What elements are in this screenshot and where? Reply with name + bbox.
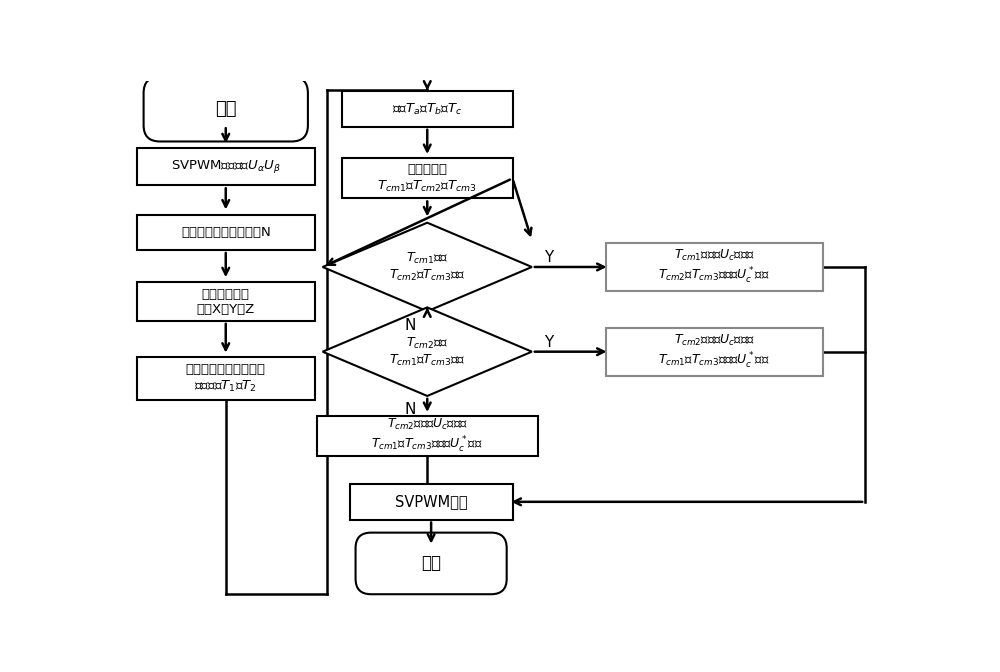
Text: SVPWM生成: SVPWM生成 xyxy=(395,495,467,509)
Text: $\mathit{T_{cm1}}$介于
$\mathit{T_{cm2}}$和$\mathit{T_{cm3}}$之间: $\mathit{T_{cm1}}$介于 $\mathit{T_{cm2}}$和… xyxy=(389,251,465,283)
Bar xyxy=(317,417,538,456)
Bar xyxy=(342,159,512,198)
Text: 返回: 返回 xyxy=(421,554,441,573)
Text: N: N xyxy=(405,318,416,333)
Text: 根据扇区计算相邻矢量
作用时间$\mathit{T_1}$，$\mathit{T_2}$: 根据扇区计算相邻矢量 作用时间$\mathit{T_1}$，$\mathit{T… xyxy=(186,364,266,394)
Bar xyxy=(137,282,315,321)
Text: Y: Y xyxy=(544,335,554,350)
Bar xyxy=(350,484,512,519)
Bar xyxy=(606,243,822,291)
Text: 计算器件导通
时间X，Y，Z: 计算器件导通 时间X，Y，Z xyxy=(197,288,255,316)
Text: N: N xyxy=(405,403,416,417)
Text: $\mathit{T_{cm2}}$与载波$\mathit{U_c}$比较，
$\mathit{T_{cm1}}$、$\mathit{T_{cm3}}$与载波$: $\mathit{T_{cm2}}$与载波$\mathit{U_c}$比较， $… xyxy=(371,417,483,456)
Text: $\mathit{T_{cm2}}$介于
$\mathit{T_{cm1}}$和$\mathit{T_{cm3}}$之间: $\mathit{T_{cm2}}$介于 $\mathit{T_{cm1}}$和… xyxy=(389,335,465,368)
Bar xyxy=(342,91,512,127)
Text: $\mathit{T_{cm2}}$与载波$\mathit{U_c}$比较，
$\mathit{T_{cm1}}$、$\mathit{T_{cm3}}$与载波$: $\mathit{T_{cm2}}$与载波$\mathit{U_c}$比较， $… xyxy=(658,333,770,371)
Text: 计算调制波
$\mathit{T_{cm1}}$，$\mathit{T_{cm2}}$，$\mathit{T_{cm3}}$: 计算调制波 $\mathit{T_{cm1}}$，$\mathit{T_{cm2… xyxy=(377,163,477,194)
Text: 开始: 开始 xyxy=(215,100,237,118)
Text: SVPWM输入信号$\mathit{U_α}$$\mathit{U_β}$: SVPWM输入信号$\mathit{U_α}$$\mathit{U_β}$ xyxy=(171,159,281,175)
Bar xyxy=(137,357,315,401)
Polygon shape xyxy=(323,307,532,396)
Polygon shape xyxy=(323,222,532,311)
Text: Y: Y xyxy=(544,250,554,265)
Text: $\mathit{T_{cm1}}$与载波$\mathit{U_c}$比较，
$\mathit{T_{cm2}}$、$\mathit{T_{cm3}}$与载波$: $\mathit{T_{cm1}}$与载波$\mathit{U_c}$比较， $… xyxy=(658,248,770,286)
Text: 计算$\mathit{T_a}$，$\mathit{T_b}$，$\mathit{T_c}$: 计算$\mathit{T_a}$，$\mathit{T_b}$，$\mathit… xyxy=(392,101,462,117)
Bar xyxy=(137,149,315,185)
FancyBboxPatch shape xyxy=(144,77,308,142)
Text: 计算期望电压所处扇区N: 计算期望电压所处扇区N xyxy=(181,226,271,239)
Bar xyxy=(137,214,315,250)
Bar xyxy=(606,328,822,376)
FancyBboxPatch shape xyxy=(356,533,507,594)
